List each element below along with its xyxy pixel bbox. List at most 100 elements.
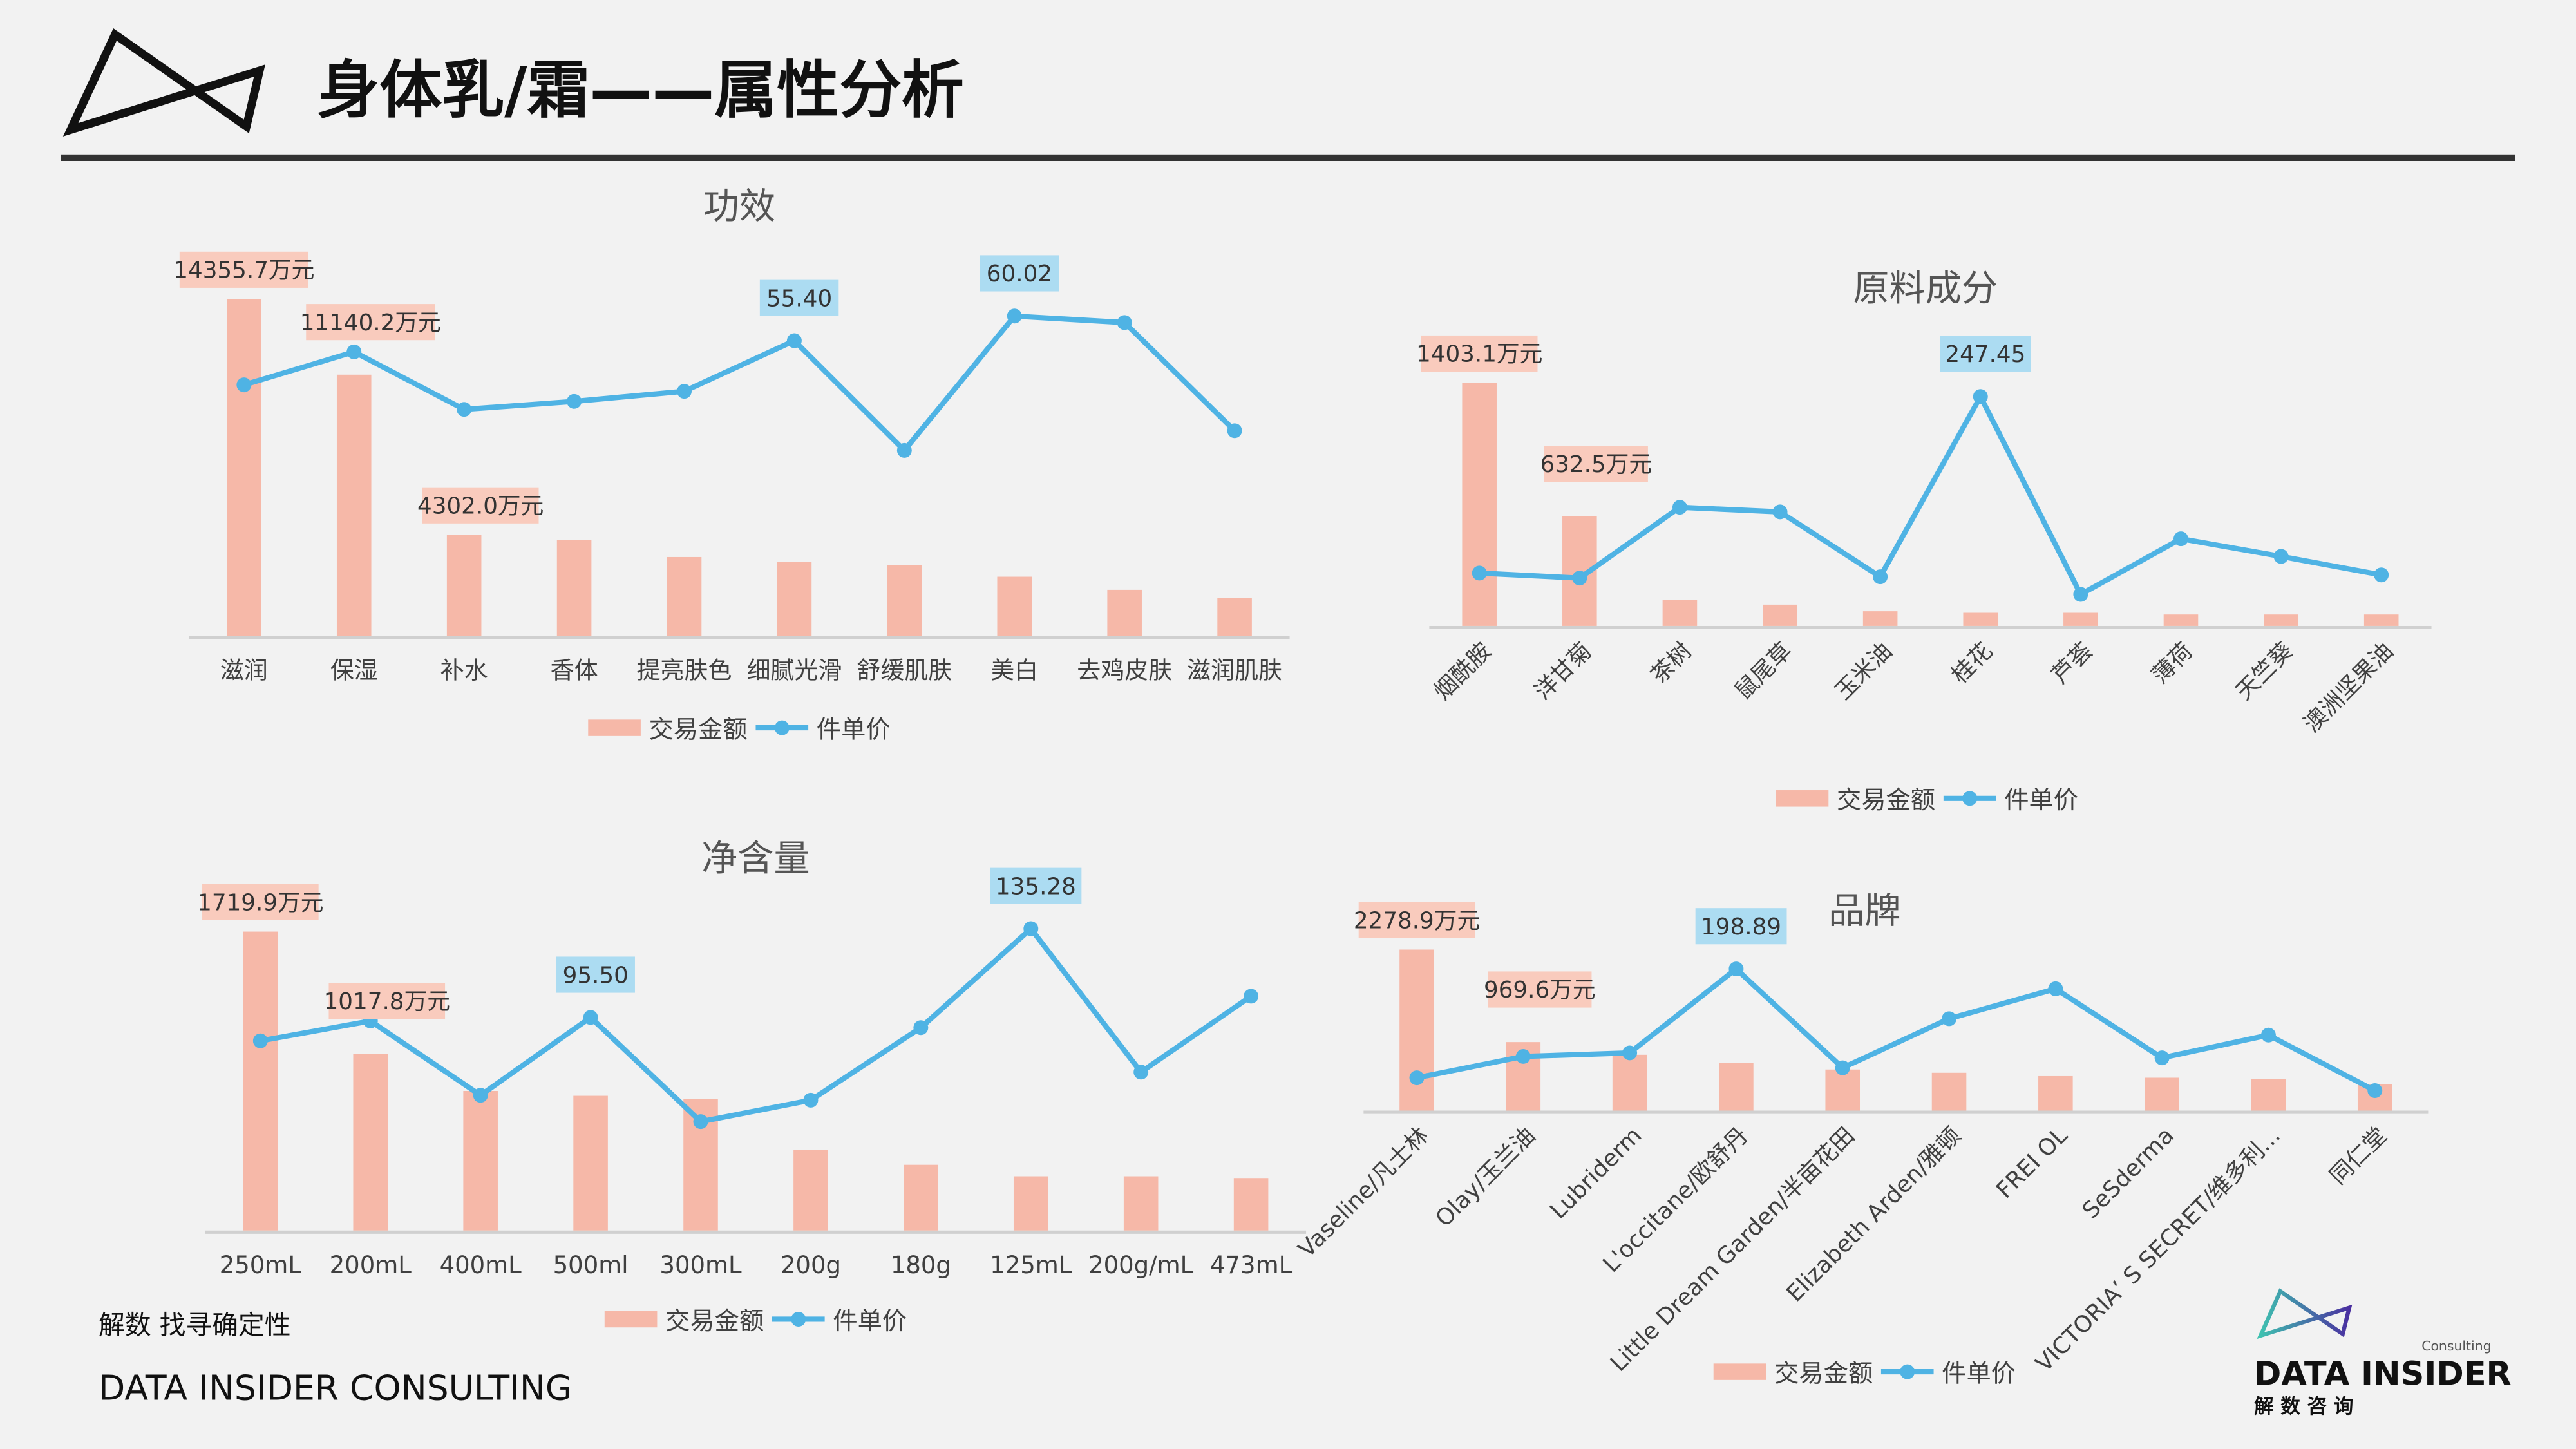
x-tick-label: 473mL (1210, 1251, 1293, 1279)
legend-line-label: 件单价 (2004, 786, 2078, 815)
line-series (1479, 393, 2382, 598)
line-point (1873, 569, 1888, 585)
line-point (473, 1088, 488, 1103)
bar-data-label-text: 1403.1万元 (1416, 341, 1542, 368)
line-data-label: 135.28 (990, 867, 1082, 904)
line-data-label-bg (1939, 336, 2031, 372)
bar-data-label-bg (1488, 971, 1592, 1008)
line-data-label-bg (556, 956, 635, 993)
x-tick-label: 滋润肌肤 (1187, 657, 1282, 685)
bar-data-label-bg (422, 487, 539, 524)
chart-title: 原料成分 (1853, 268, 1998, 310)
line-point (1515, 1048, 1531, 1064)
bar-data-label: 1403.1万元 (1416, 335, 1542, 372)
line-point (1133, 1065, 1149, 1080)
bar (2145, 1077, 2179, 1111)
line-point (2154, 1050, 2170, 1066)
bar (1399, 949, 1434, 1111)
bar (1719, 1063, 1754, 1111)
line-point (583, 1010, 598, 1025)
bar-data-label-text: 2278.9万元 (1354, 907, 1480, 934)
x-tick-label: 200g (781, 1251, 841, 1279)
line-data-label: 198.89 (1695, 908, 1787, 945)
chart-title: 品牌 (1828, 891, 1900, 933)
x-tick-label: Vaseline/凡士林 (1294, 1122, 1434, 1263)
logo-bowtie-icon (2257, 1288, 2353, 1340)
legend: 交易金额 件单价 (1713, 1359, 2016, 1388)
bar (667, 556, 702, 636)
bar (2038, 1075, 2073, 1111)
bar (887, 565, 922, 636)
bar (1931, 1072, 1967, 1111)
line-data-label-bg (759, 279, 839, 316)
x-tick-label: 补水 (440, 657, 488, 685)
bar-data-label: 2278.9万元 (1354, 902, 1480, 938)
x-tick-label: 洋甘菊 (1530, 638, 1597, 705)
line-point (1117, 315, 1132, 330)
x-tick-label: 芦荟 (2047, 638, 2098, 688)
line-point (1244, 989, 1259, 1004)
bar (1825, 1069, 1861, 1111)
chart-title: 净含量 (701, 838, 810, 880)
line-series (260, 925, 1253, 1124)
bar (1013, 1176, 1048, 1231)
line-point (1572, 571, 1587, 586)
bar (1862, 611, 1898, 626)
bar-data-label-text: 1017.8万元 (324, 989, 450, 1015)
legend: 交易金额 件单价 (1776, 786, 2078, 815)
x-tick-label: 鼠尾草 (1730, 638, 1797, 705)
bar-data-label: 1017.8万元 (324, 983, 450, 1019)
line-data-label: 60.02 (980, 255, 1059, 292)
bar (1963, 612, 1998, 626)
bar (556, 540, 592, 636)
line-point (1835, 1060, 1850, 1075)
bar (2264, 614, 2298, 626)
x-tick-label: 天竺葵 (2231, 638, 2298, 705)
bar (2063, 612, 2098, 626)
line-data-label-bg (980, 255, 1059, 292)
line-point (2260, 1027, 2276, 1043)
bar (1662, 600, 1698, 626)
bar-data-label-bg (328, 983, 446, 1019)
legend-line-label: 件单价 (833, 1307, 907, 1336)
bar-data-label: 1719.9万元 (197, 884, 324, 920)
line-point (567, 393, 582, 409)
legend-bar-swatch (1713, 1363, 1766, 1380)
logo-name: DATA INSIDER (2254, 1356, 2512, 1394)
bar (243, 931, 278, 1231)
x-tick-label: 去鸡皮肤 (1077, 657, 1172, 685)
bar (997, 576, 1032, 636)
line-point (1728, 961, 1744, 977)
legend-line-marker (1962, 791, 1978, 806)
bar-data-label-bg (1421, 335, 1538, 372)
x-tick-label: Elizabeth Arden/雅顿 (1781, 1122, 1966, 1307)
line-point (346, 344, 362, 359)
x-tick-label: 250mL (220, 1251, 302, 1279)
bar-data-label: 969.6万元 (1484, 971, 1596, 1008)
x-tick-label: Olay/玉兰油 (1431, 1122, 1541, 1233)
bar-data-label-text: 4302.0万元 (417, 493, 544, 520)
line-point (2273, 549, 2289, 564)
bar (446, 535, 482, 636)
legend-bar-swatch (604, 1311, 658, 1328)
bar (2251, 1079, 2286, 1111)
x-tick-label: 125mL (990, 1251, 1072, 1279)
bar-data-label-text: 11140.2万元 (300, 310, 441, 336)
line-point (2048, 981, 2063, 996)
bar (227, 299, 261, 636)
legend-bar-swatch (1776, 790, 1829, 807)
bar (793, 1150, 828, 1231)
x-tick-label: 烟酰胺 (1429, 638, 1497, 705)
line-data-label-text: 55.40 (766, 285, 832, 312)
line-point (1472, 565, 1487, 581)
bar-data-label: 632.5万元 (1540, 446, 1652, 482)
bar (1233, 1178, 1269, 1231)
line-point (2367, 1083, 2383, 1099)
line-point (2073, 587, 2088, 602)
x-tick-label: Lubriderm (1545, 1122, 1647, 1224)
x-tick-label: 保湿 (330, 657, 378, 685)
line-data-label: 95.50 (556, 956, 635, 993)
line-point (1227, 423, 1242, 439)
